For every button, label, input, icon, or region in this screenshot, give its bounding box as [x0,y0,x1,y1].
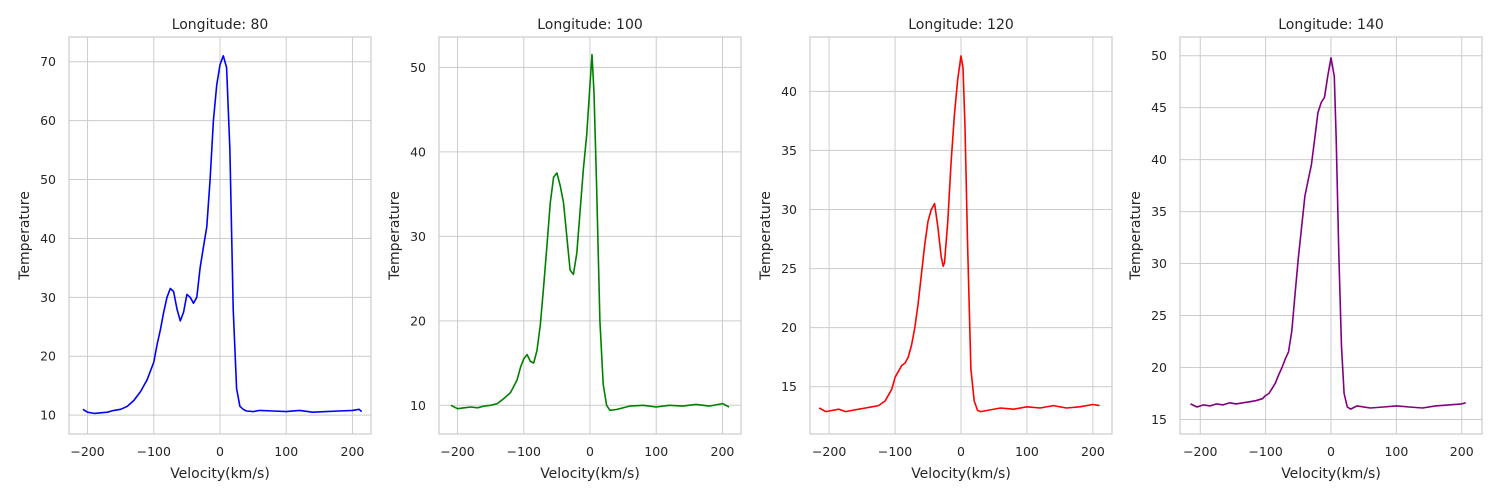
panel-title: Longitude: 140 [1278,17,1384,33]
y-axis-label: Temperature [758,191,774,281]
y-tick-label: 60 [40,113,56,128]
x-tick-label: 200 [711,444,735,459]
x-tick-label: 200 [341,444,365,459]
series-line [450,53,730,412]
x-tick-label: −200 [812,444,846,459]
x-tick-label: 0 [957,444,965,459]
y-axis-label: Temperature [387,191,403,281]
y-tick-label: 15 [781,379,797,394]
x-tick-label: −200 [440,444,474,459]
y-tick-label: 20 [410,313,426,328]
y-tick-label: 30 [410,229,426,244]
series-line [818,55,1100,413]
x-tick-label: −200 [1183,444,1217,459]
x-tick-label: −100 [878,444,912,459]
x-tick-label: −200 [70,444,104,459]
y-tick-label: 10 [40,408,56,423]
series-line [1190,56,1466,410]
y-tick-label: 70 [40,54,56,69]
y-tick-label: 50 [410,60,426,75]
panel-2: −200 −100 0 100 200 10 20 30 40 50 Longitude: 100 V… [387,17,742,482]
panel-4: −200 −100 0 100 200 15 20 25 30 35 40 45 50 Longitude… [1128,17,1483,482]
x-axis-label: Velocity(km/s) [170,466,270,482]
y-tick-label: 35 [781,143,797,158]
y-tick-label: 40 [40,231,56,246]
plot-frame [809,36,1113,435]
y-tick-label: 50 [40,172,56,187]
x-tick-label: 0 [586,444,594,459]
panel-title: Longitude: 80 [172,17,269,33]
x-tick-label: −100 [1248,444,1282,459]
plot-frame [438,36,742,435]
y-tick-label: 40 [1151,152,1167,167]
series-line [82,54,363,415]
y-tick-label: 35 [1151,204,1167,219]
x-axis-label: Velocity(km/s) [911,466,1011,482]
x-tick-label: 100 [644,444,668,459]
x-tick-label: 200 [1450,444,1474,459]
y-axis-label: Temperature [1128,191,1144,281]
y-tick-label: 40 [781,84,797,99]
y-tick-label: 50 [1151,48,1167,63]
x-tick-label: 0 [1327,444,1335,459]
x-tick-label: −100 [137,444,171,459]
y-tick-label: 30 [40,290,56,305]
x-axis-label: Velocity(km/s) [540,466,640,482]
y-tick-label: 20 [40,349,56,364]
panel-title: Longitude: 120 [908,17,1014,33]
x-tick-label: 100 [274,444,298,459]
x-tick-label: 200 [1081,444,1105,459]
y-tick-label: 30 [1151,256,1167,271]
y-tick-label: 20 [1151,360,1167,375]
y-tick-label: 20 [781,320,797,335]
plot-frame [1179,36,1483,435]
x-tick-label: 100 [1384,444,1408,459]
panel-title: Longitude: 100 [537,17,643,33]
y-axis-label: Temperature [17,191,33,281]
x-tick-label: 0 [216,444,224,459]
x-tick-label: 100 [1015,444,1039,459]
x-tick-label: −100 [507,444,541,459]
panel-3: −200 −100 0 100 200 15 20 25 30 35 40 Longitude: 12… [758,17,1113,482]
y-tick-label: 40 [410,144,426,159]
y-tick-label: 15 [1151,412,1167,427]
x-axis-label: Velocity(km/s) [1281,466,1381,482]
panel-1: −200 −100 0 100 200 10 20 30 40 50 60 70 Longitude: … [17,17,372,482]
plot-frame [68,36,372,435]
y-tick-label: 10 [410,398,426,413]
y-tick-label: 25 [781,261,797,276]
y-tick-label: 25 [1151,308,1167,323]
y-tick-label: 45 [1151,100,1167,115]
y-tick-label: 30 [781,202,797,217]
